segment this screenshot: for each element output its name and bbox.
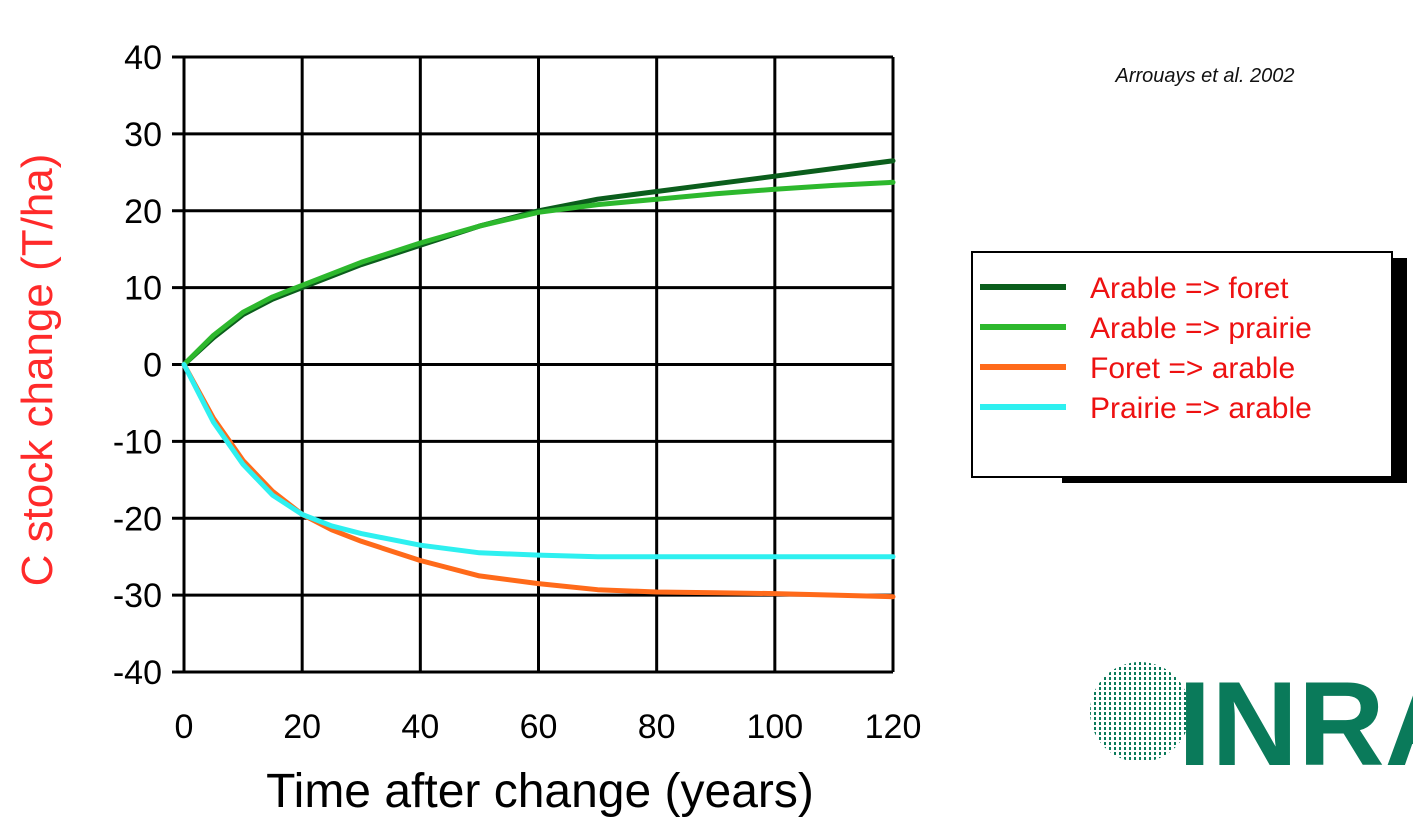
y-tick-label: 40 (124, 39, 162, 77)
x-tick-label: 100 (746, 708, 803, 746)
y-tick-label: 10 (124, 270, 162, 308)
x-tick-label: 60 (520, 708, 558, 746)
legend-label: Prairie => arable (1090, 392, 1312, 425)
series-lines (181, 158, 896, 600)
series-line (181, 179, 896, 367)
y-axis-label: C stock change (T/ha) (13, 154, 62, 587)
grid (172, 55, 895, 674)
series-line (181, 362, 896, 560)
x-tick-label: 80 (638, 708, 676, 746)
legend-label: Arable => foret (1090, 272, 1289, 305)
legend-label: Foret => arable (1090, 352, 1295, 385)
legend: Arable => foret Arable => prairie Foret =>… (971, 251, 1407, 483)
y-tick-label: 20 (124, 193, 162, 231)
x-tick-label: 20 (283, 708, 321, 746)
x-axis-label: Time after change (years) (266, 765, 814, 818)
y-tick-label: -10 (113, 423, 162, 461)
y-tick-label: 0 (143, 347, 162, 385)
x-tick-label: 120 (865, 708, 922, 746)
legend-label: Arable => prairie (1090, 312, 1312, 345)
inra-logo: INRA (1090, 657, 1413, 791)
inra-logo-text: INRA (1178, 657, 1413, 791)
inra-logo-mark (1090, 662, 1190, 762)
series-line (181, 362, 896, 600)
x-tick-label: 40 (401, 708, 439, 746)
y-tick-label: -20 (113, 500, 162, 538)
x-tick-label: 0 (175, 708, 194, 746)
y-tick-label: -40 (113, 654, 162, 692)
y-tick-label: 30 (124, 116, 162, 154)
y-tick-label: -30 (113, 577, 162, 615)
citation: Arrouays et al. 2002 (1115, 65, 1295, 87)
